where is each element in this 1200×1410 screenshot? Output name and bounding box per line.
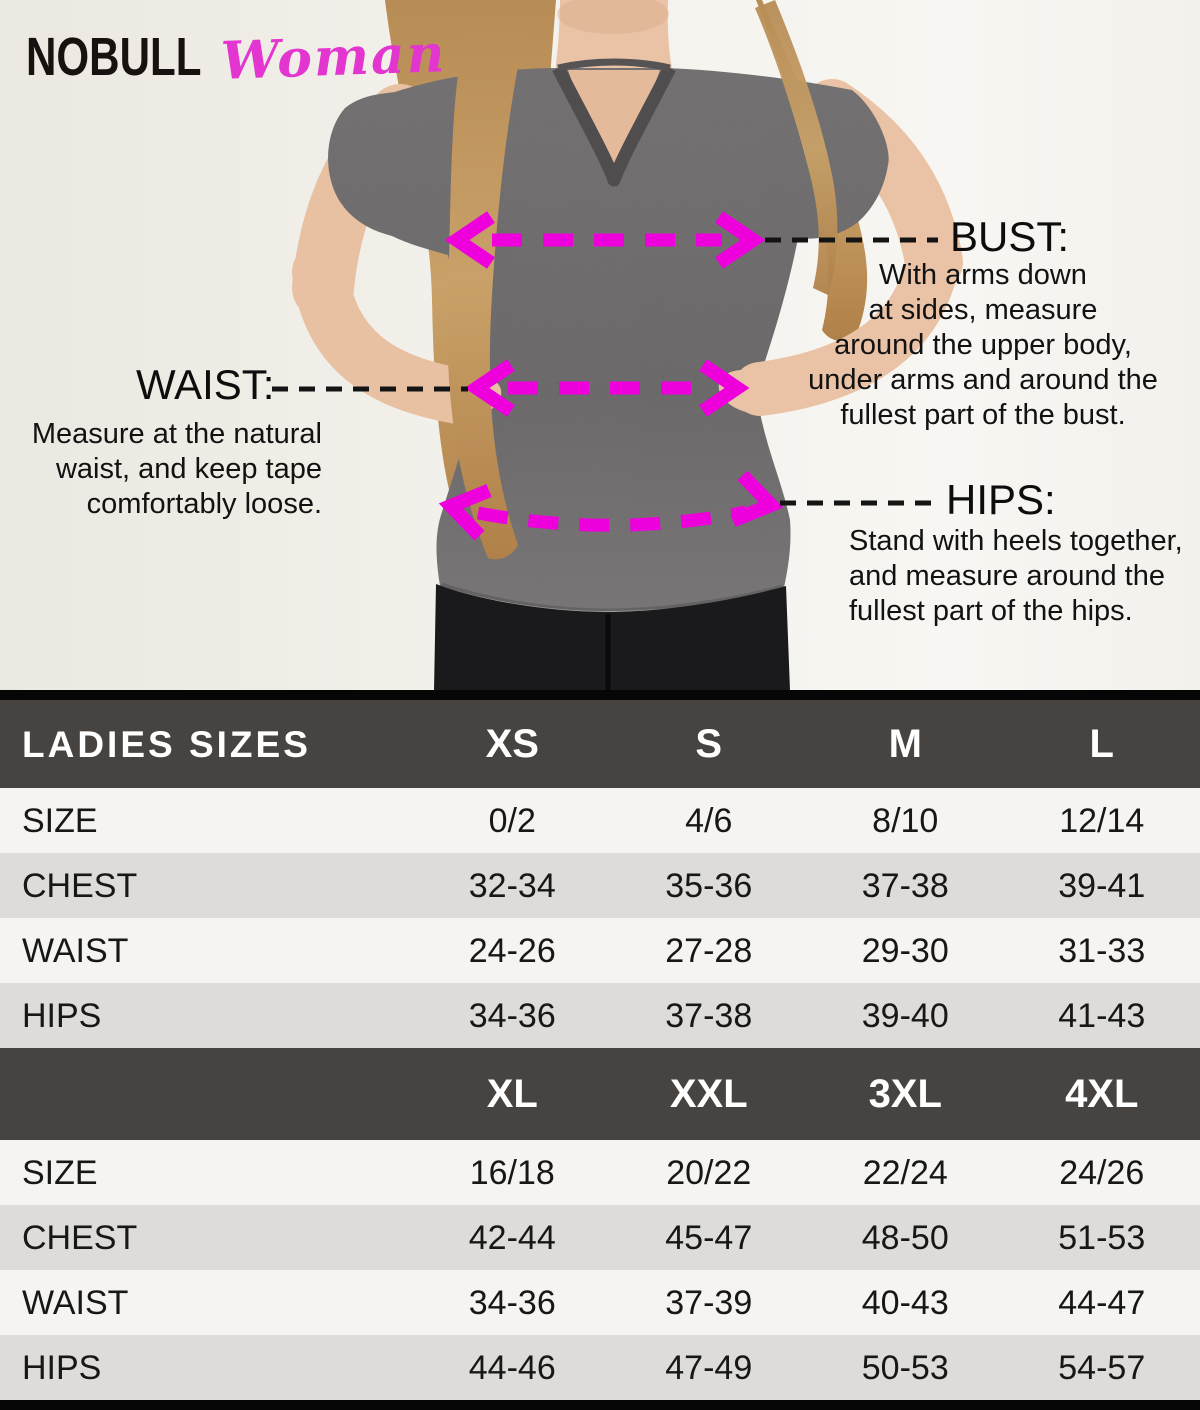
table-row: SIZE 16/18 20/22 22/24 24/26 <box>0 1140 1200 1205</box>
value-cell: 39-41 <box>1058 866 1146 905</box>
value-cell: 16/18 <box>469 1153 555 1192</box>
row-label-cell: WAIST <box>22 931 129 970</box>
value-cell: 35-36 <box>665 866 753 905</box>
value-cell: 22/24 <box>862 1153 948 1192</box>
value-cell: 31-33 <box>1058 931 1146 970</box>
table-row: WAIST 24-26 27-28 29-30 31-33 <box>0 918 1200 983</box>
column-header-cell: S <box>695 722 723 766</box>
row-label-cell: SIZE <box>22 1153 98 1192</box>
size-table-body: LADIES SIZES XS S M L SIZE 0/2 4/6 8/10 12/14 CHES… <box>0 700 1200 1400</box>
row-label-cell: CHEST <box>22 866 138 905</box>
value-cell: 51-53 <box>1058 1218 1146 1257</box>
value-cell: 24-26 <box>468 931 556 970</box>
value-cell: 32-34 <box>468 866 556 905</box>
column-header-cell: M <box>888 722 922 766</box>
hair-front-left <box>447 0 532 560</box>
vneck-skin <box>568 70 660 176</box>
bust-title: BUST: <box>950 213 1070 260</box>
column-header-cell: XL <box>486 1072 538 1116</box>
waist-description: Measure at the natural waist, and keep t… <box>31 418 322 521</box>
table-title-cell: LADIES SIZES <box>22 723 311 765</box>
bust-description: With arms down at sides, measure around … <box>808 259 1158 432</box>
table-header-row: XL XXL 3XL 4XL <box>0 1048 1200 1140</box>
value-cell: 34-36 <box>468 996 556 1035</box>
waist-arrow <box>272 359 750 417</box>
value-cell: 45-47 <box>665 1218 753 1257</box>
table-row: WAIST 34-36 37-39 40-43 44-47 <box>0 1270 1200 1335</box>
value-cell: 37-39 <box>665 1283 753 1322</box>
bust-arrow <box>444 211 938 269</box>
woman-photo-illustration <box>0 0 1200 690</box>
measurement-arrows <box>272 211 938 541</box>
value-cell: 54-57 <box>1058 1348 1146 1387</box>
leggings <box>434 584 790 690</box>
hair-front-right <box>755 0 838 295</box>
column-header-cell: L <box>1089 722 1114 766</box>
table-row: SIZE 0/2 4/6 8/10 12/14 <box>0 788 1200 853</box>
brand-script: Woman <box>219 23 448 92</box>
column-header-cell: 4XL <box>1065 1072 1139 1116</box>
table-row: HIPS 34-36 37-38 39-40 41-43 <box>0 983 1200 1048</box>
table-row: CHEST 42-44 45-47 48-50 51-53 <box>0 1205 1200 1270</box>
value-cell: 42-44 <box>468 1218 556 1257</box>
value-cell: 50-53 <box>861 1348 949 1387</box>
value-cell: 48-50 <box>861 1218 949 1257</box>
row-label-cell: CHEST <box>22 1218 138 1257</box>
value-cell: 44-47 <box>1058 1283 1146 1322</box>
value-cell: 37-38 <box>861 866 949 905</box>
value-cell: 27-28 <box>665 931 753 970</box>
column-header-cell: XS <box>485 722 539 766</box>
value-cell: 39-40 <box>861 996 949 1035</box>
hips-title: HIPS: <box>946 476 1056 523</box>
table-row: CHEST 32-34 35-36 37-38 39-41 <box>0 853 1200 918</box>
size-table: LADIES SIZES XS S M L SIZE 0/2 4/6 8/10 12/14 CHES… <box>0 690 1200 1410</box>
row-label-cell: HIPS <box>22 996 102 1035</box>
table-row: HIPS 44-46 47-49 50-53 54-57 <box>0 1335 1200 1400</box>
value-cell: 29-30 <box>861 931 949 970</box>
value-cell: 8/10 <box>872 801 939 840</box>
waist-title: WAIST: <box>136 361 275 408</box>
value-cell: 12/14 <box>1059 801 1145 840</box>
value-cell: 37-38 <box>665 996 753 1035</box>
forearm-left <box>292 244 486 424</box>
table-header-row: LADIES SIZES XS S M L <box>0 700 1200 788</box>
value-cell: 34-36 <box>468 1283 556 1322</box>
column-header-cell: XXL <box>669 1072 748 1116</box>
value-cell: 20/22 <box>666 1153 752 1192</box>
row-label-cell: HIPS <box>22 1348 102 1387</box>
hips-arrow <box>438 470 932 541</box>
brand-logo: NOBULL Woman <box>26 23 447 92</box>
value-cell: 4/6 <box>685 801 733 840</box>
value-cell: 24/26 <box>1059 1153 1145 1192</box>
value-cell: 47-49 <box>665 1348 753 1387</box>
chin-shadow <box>557 0 669 34</box>
column-header-cell: 3XL <box>868 1072 942 1116</box>
hips-description: Stand with heels together, and measure a… <box>849 525 1183 628</box>
collar-back <box>557 58 671 72</box>
value-cell: 44-46 <box>468 1348 556 1387</box>
value-cell: 40-43 <box>861 1283 949 1322</box>
value-cell: 0/2 <box>488 801 536 840</box>
forearm-right <box>733 223 961 416</box>
vneck-collar <box>552 65 676 187</box>
value-cell: 41-43 <box>1058 996 1146 1035</box>
row-label-cell: SIZE <box>22 801 98 840</box>
measurement-guide-photo: NOBULL Woman BUST: With arms down at sid… <box>0 0 1200 690</box>
row-label-cell: WAIST <box>22 1283 129 1322</box>
brand-name: NOBULL <box>26 27 202 87</box>
